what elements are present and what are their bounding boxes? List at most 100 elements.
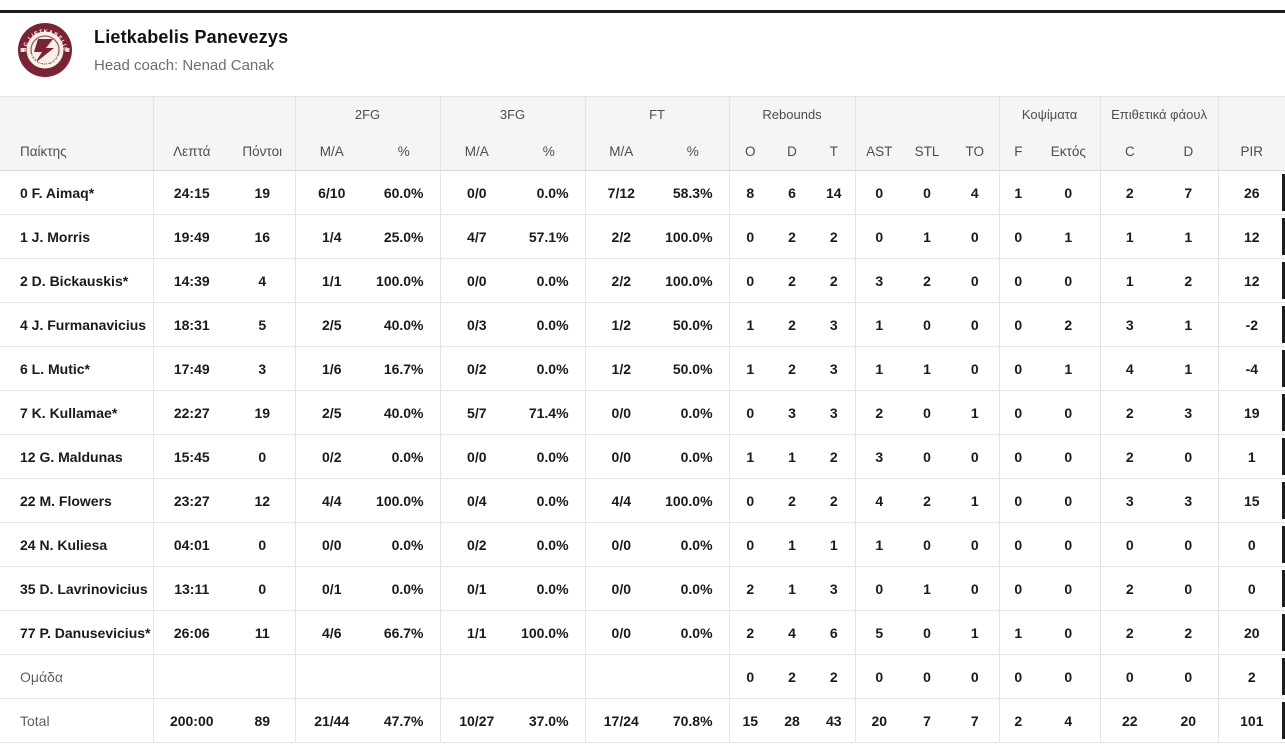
cell-fg2-ma: 1/1: [294, 258, 368, 303]
cell-fg2-ma: 0/2: [294, 434, 368, 479]
cell-f: 0: [998, 302, 1038, 347]
cell-player: 7 K. Kullamae*: [0, 390, 153, 435]
cell-minutes: 26:06: [152, 610, 230, 655]
group-header-spacer: [854, 96, 1000, 133]
cell-ft-ma: 4/4: [584, 478, 658, 523]
top-border-line: [0, 10, 1285, 13]
cell-reb-t: 14: [813, 170, 856, 215]
cell-reb-d: 1: [771, 434, 814, 479]
col-header-reb-o: O: [728, 132, 772, 171]
cell-fg2-ma: 1/4: [294, 214, 368, 259]
cell-reb-t: 3: [813, 302, 856, 347]
cell-fg3-ma: 0/0: [439, 170, 514, 215]
col-header-f: F: [998, 132, 1038, 171]
cell-player: 6 L. Mutic*: [0, 346, 153, 391]
group-header-fg2: 2FG: [294, 96, 441, 133]
cell-to: 0: [951, 302, 1000, 347]
col-header-reb-d: D: [771, 132, 814, 171]
cell-pir: 15: [1217, 478, 1285, 523]
cell-pir: 101: [1217, 698, 1285, 743]
cell-reb-d: 2: [771, 478, 814, 523]
cell-ast: 0: [854, 566, 904, 611]
cell-to: 1: [951, 478, 1000, 523]
player-row: 12 G. Maldunas 15:45 0 0/2 0.0% 0/0 0.0% 0/0 0.0…: [0, 434, 1285, 479]
player-row: 77 P. Danusevicius* 26:06 11 4/6 66.7% 1/1 100…: [0, 610, 1285, 655]
cell-ast: 1: [854, 522, 904, 567]
cell-fg3-pct: 100.0%: [513, 610, 586, 655]
cell-stl: 0: [903, 302, 952, 347]
cell-reb-o: 1: [728, 346, 772, 391]
cell-reb-d: 2: [771, 346, 814, 391]
cell-reb-t: 2: [813, 478, 856, 523]
cell-stl: 0: [903, 434, 952, 479]
cell-fg2-ma: 2/5: [294, 302, 368, 347]
team-header: BC LIETKABELIS PANEVEZYS Lietkabelis Pan…: [0, 0, 1285, 77]
cell-minutes: 17:49: [152, 346, 230, 391]
col-header-ft-pct: %: [657, 132, 730, 171]
cell-fg3-ma: 1/1: [439, 610, 514, 655]
cell-points: 12: [230, 478, 295, 523]
cell-reb-d: 2: [771, 654, 814, 699]
group-header-row: 2FG 3FG FT Rebounds Κοψίματα Επιθετικά φάουλ: [0, 96, 1285, 133]
cell-ast: 3: [854, 258, 904, 303]
cell-reb-d: 3: [771, 390, 814, 435]
cell-reb-d: 1: [771, 566, 814, 611]
cell-off-foul-c: 1: [1099, 258, 1160, 303]
cell-fg3-ma: 0/1: [439, 566, 514, 611]
player-row: 35 D. Lavrinovicius 13:11 0 0/1 0.0% 0/1 0.0% 0…: [0, 566, 1285, 611]
cell-reb-o: 2: [728, 566, 772, 611]
cell-ast: 3: [854, 434, 904, 479]
cell-points: 5: [230, 302, 295, 347]
cell-player: 12 G. Maldunas: [0, 434, 153, 479]
cell-player: Total: [0, 698, 153, 743]
cell-f: 0: [998, 346, 1038, 391]
cell-minutes: 200:00: [152, 698, 230, 743]
col-header-ektos: Εκτός: [1037, 132, 1101, 171]
cell-fg2-pct: 66.7%: [368, 610, 441, 655]
cell-reb-o: 2: [728, 610, 772, 655]
cell-stl: 2: [903, 258, 952, 303]
cell-reb-t: 2: [813, 434, 856, 479]
column-header-row: Παίκτης Λεπτά Πόντοι M/A% M/A% M/A% O D T AST STL T…: [0, 132, 1285, 171]
cell-f: 0: [998, 390, 1038, 435]
cell-off-foul-c: 2: [1099, 610, 1160, 655]
cell-ft-ma: 2/2: [584, 258, 658, 303]
player-row: 0 F. Aimaq* 24:15 19 6/10 60.0% 0/0 0.0% 7/12 58…: [0, 170, 1285, 215]
cell-points: 16: [230, 214, 295, 259]
col-header-player: Παίκτης: [0, 132, 153, 171]
team-row: Ομάδα 0 2 2 0 0 0 0 0 0 0 2: [0, 654, 1285, 699]
cell-pir: 19: [1217, 390, 1285, 435]
cell-f: 0: [998, 258, 1038, 303]
cell-player: 22 M. Flowers: [0, 478, 153, 523]
total-row: Total 200:00 89 21/44 47.7% 10/27 37.0% 17/24 70…: [0, 698, 1285, 743]
cell-ektos: 0: [1037, 566, 1101, 611]
cell-fg2-ma: 4/4: [294, 478, 368, 523]
cell-fg2-ma: 6/10: [294, 170, 368, 215]
cell-ast: 4: [854, 478, 904, 523]
cell-off-foul-c: 3: [1099, 302, 1160, 347]
cell-off-foul-c: 2: [1099, 390, 1160, 435]
cell-stl: 1: [903, 566, 952, 611]
col-header-to: TO: [951, 132, 1000, 171]
col-header-points: Πόντοι: [230, 132, 295, 171]
cell-off-foul-d: 20: [1159, 698, 1219, 743]
cell-f: 0: [998, 522, 1038, 567]
cell-stl: 0: [903, 654, 952, 699]
cell-stl: 0: [903, 170, 952, 215]
cell-fg2-ma: 4/6: [294, 610, 368, 655]
cell-stl: 2: [903, 478, 952, 523]
cell-reb-o: 0: [728, 390, 772, 435]
group-header-blocks: Κοψίματα: [998, 96, 1101, 133]
cell-stl: 0: [903, 610, 952, 655]
cell-ast: 5: [854, 610, 904, 655]
box-score-table: 2FG 3FG FT Rebounds Κοψίματα Επιθετικά φάουλ Π…: [0, 96, 1285, 743]
cell-reb-t: 2: [813, 214, 856, 259]
cell-ast: 20: [854, 698, 904, 743]
cell-f: 2: [998, 698, 1038, 743]
cell-fg2-pct: 0.0%: [368, 434, 441, 479]
group-header-spacer: [1217, 96, 1285, 133]
cell-points: 3: [230, 346, 295, 391]
cell-reb-d: 2: [771, 214, 814, 259]
player-row: 6 L. Mutic* 17:49 3 1/6 16.7% 0/2 0.0% 1/2 50.0%…: [0, 346, 1285, 391]
cell-ft-pct: 50.0%: [657, 346, 730, 391]
